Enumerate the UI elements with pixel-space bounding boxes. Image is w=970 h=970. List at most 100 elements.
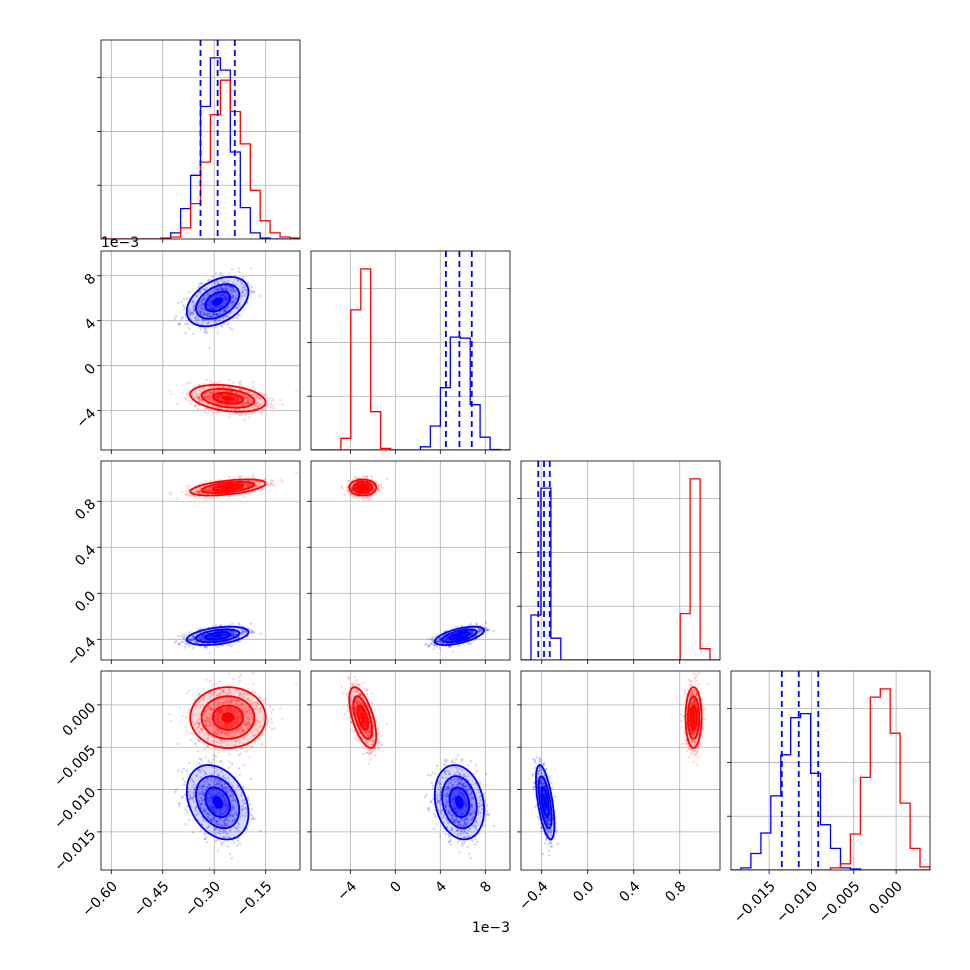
scatter-point [235, 813, 239, 816]
scatter-point [210, 795, 213, 799]
scatter-point [217, 294, 220, 297]
scatter-point [203, 312, 206, 315]
scatter-point [203, 639, 206, 642]
scatter-point [219, 794, 222, 797]
scatter-point [197, 305, 200, 308]
scatter-point [439, 640, 442, 643]
scatter-point [221, 795, 225, 798]
scatter-point [201, 637, 204, 640]
scatter-point [247, 400, 250, 403]
scatter-point [226, 833, 229, 836]
scatter-point [249, 622, 253, 625]
scatter-point [264, 393, 267, 396]
scatter-point [224, 819, 227, 822]
scatter-point [205, 313, 209, 316]
scatter-point [252, 816, 255, 820]
scatter-point [184, 643, 187, 646]
scatter-point [203, 772, 207, 775]
scatter-point [458, 644, 461, 648]
scatter-point [184, 823, 187, 826]
scatter-point [198, 304, 202, 307]
scatter-point [451, 636, 454, 639]
scatter-point [220, 272, 223, 275]
scatter-point [224, 822, 227, 825]
scatter-point [210, 391, 213, 394]
scatter-point [193, 495, 196, 499]
scatter-point [214, 832, 218, 835]
scatter-point [226, 803, 229, 806]
scatter-point [213, 319, 216, 322]
scatter-point [228, 644, 231, 647]
scatter-point [215, 390, 218, 393]
scatter-point [221, 394, 225, 397]
scatter-point [195, 315, 198, 318]
scatter-point [206, 488, 209, 492]
scatter-point [194, 490, 197, 494]
scatter-point [207, 312, 211, 315]
scatter-point [185, 769, 188, 773]
scatter-point [214, 783, 217, 786]
scatter-point [242, 802, 245, 805]
scatter-point [216, 820, 219, 823]
scatter-point [201, 799, 204, 802]
scatter-point [220, 399, 223, 402]
scatter-point [235, 398, 239, 401]
scatter-point [228, 789, 231, 792]
scatter-point [211, 817, 215, 820]
scatter-point [195, 392, 198, 395]
scatter-point [224, 633, 227, 636]
scatter-point [479, 628, 482, 631]
scatter-point [175, 640, 178, 643]
scatter-point [201, 768, 204, 771]
contour-core-series-0 [212, 634, 224, 638]
scatter-point [232, 632, 235, 635]
scatter-point [437, 637, 441, 641]
scatter-point [192, 637, 195, 640]
scatter-point [188, 314, 191, 317]
scatter-point [217, 288, 221, 291]
scatter-point [237, 622, 240, 625]
scatter-point [248, 400, 251, 403]
scatter-point [210, 315, 213, 318]
scatter-point [206, 826, 209, 830]
scatter-point [478, 631, 481, 634]
scatter-point [209, 391, 213, 394]
scatter-point [224, 790, 228, 793]
scatter-point [218, 832, 222, 835]
scatter-point [202, 638, 206, 642]
scatter-point [208, 791, 211, 794]
scatter-point [213, 767, 216, 770]
contour-core-series-0 [212, 297, 224, 306]
scatter-point [200, 802, 203, 805]
scatter-point [367, 498, 370, 502]
scatter-point [201, 287, 204, 291]
scatter-point [217, 406, 220, 410]
scatter-point [210, 296, 213, 300]
scatter-point [186, 323, 189, 326]
scatter-point [281, 403, 284, 406]
scatter-point [206, 315, 210, 318]
scatter-point [246, 413, 249, 416]
scatter-point [431, 639, 434, 642]
scatter-point [362, 496, 365, 499]
panel-frame [100, 39, 301, 240]
scatter-point [215, 401, 218, 404]
scatter-point [477, 630, 480, 633]
scatter-point [203, 837, 207, 841]
scatter-point [365, 475, 368, 478]
scatter-point [341, 487, 344, 490]
scatter-point [233, 404, 236, 407]
scatter-point [469, 623, 473, 626]
scatter-point [210, 794, 214, 798]
scatter-point [204, 639, 207, 642]
scatter-point [206, 778, 209, 781]
scatter-point [183, 783, 186, 787]
scatter-point [221, 294, 225, 297]
scatter-point [233, 316, 236, 320]
scatter-point [194, 495, 197, 499]
scatter-point [200, 759, 203, 762]
scatter-point [463, 633, 466, 636]
scatter-point [441, 641, 444, 645]
scatter-point [377, 487, 380, 490]
scatter-point [199, 313, 202, 316]
